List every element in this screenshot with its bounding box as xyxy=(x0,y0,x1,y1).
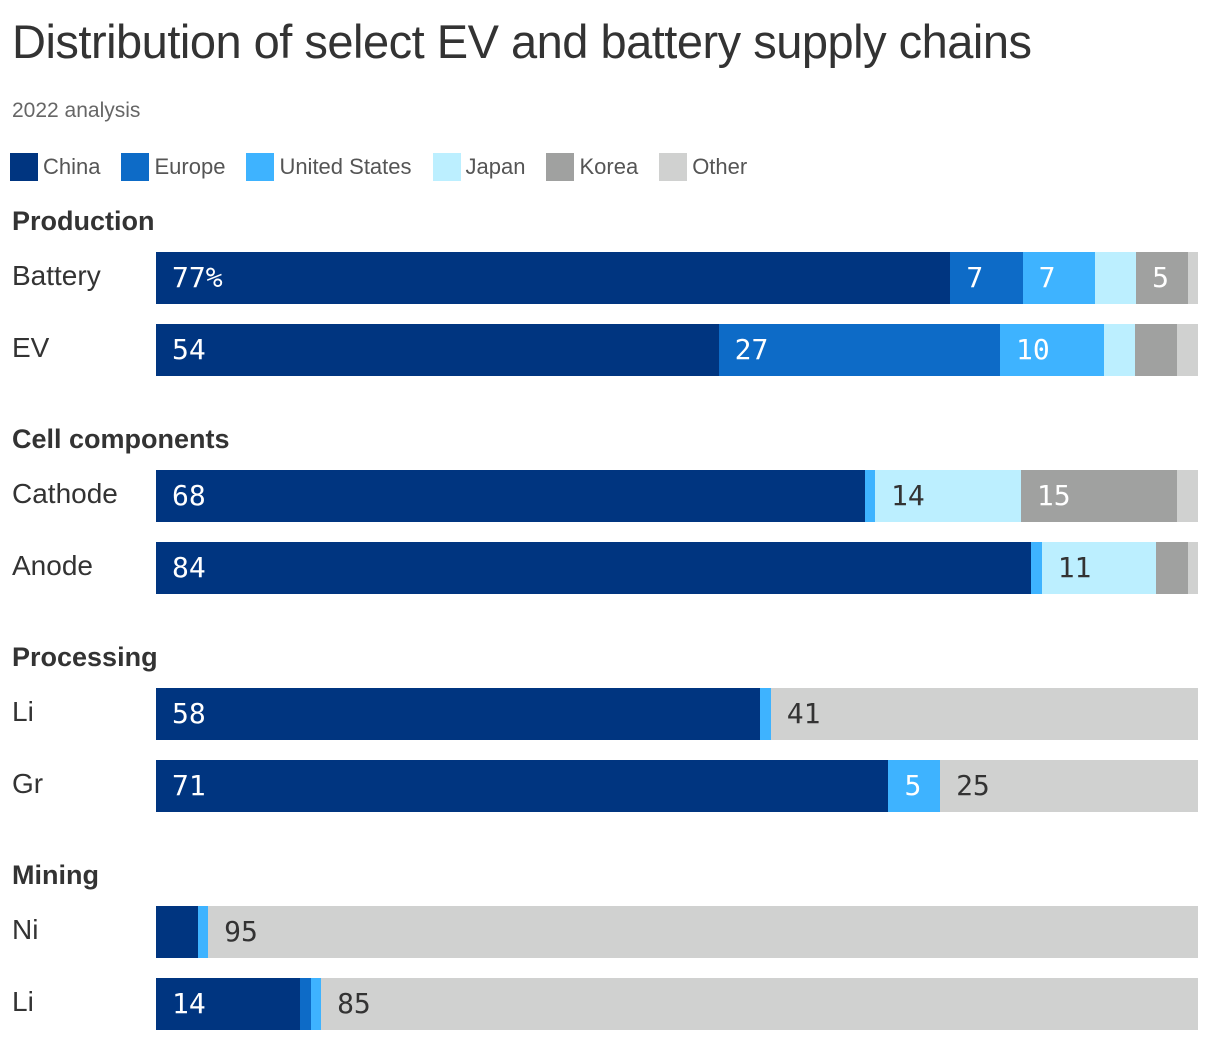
legend-swatch-other xyxy=(659,153,688,181)
data-label-production-battery-china: 77% xyxy=(172,261,223,294)
bar-segment-production-battery-korea xyxy=(1136,252,1188,304)
bar-segment-mining-ni-china xyxy=(156,906,198,958)
data-label-production-ev-europe: 27 xyxy=(734,333,769,366)
bar-segment-processing-gr-china xyxy=(156,760,889,812)
bar-segment-production-ev-korea xyxy=(1135,324,1178,376)
bar-segment-mining-li-china xyxy=(156,978,301,1030)
bar-segment-production-ev-europe xyxy=(718,324,1000,376)
legend-label-europe: Europe xyxy=(154,154,226,179)
bar-segment-cell-components-anode-united-states xyxy=(1031,542,1042,594)
legend-label-korea: Korea xyxy=(579,154,639,179)
data-label-production-battery-europe: 7 xyxy=(966,261,984,294)
row-label-anode: Anode xyxy=(12,550,93,581)
bar-segment-production-ev-japan xyxy=(1104,324,1136,376)
legend-swatch-europe xyxy=(121,153,150,181)
bar-segment-cell-components-cathode-other xyxy=(1177,470,1198,522)
bar-segment-processing-li-united-states xyxy=(760,688,771,740)
row-label-cathode: Cathode xyxy=(12,478,118,509)
legend-label-other: Other xyxy=(692,154,748,179)
bar-segment-cell-components-anode-japan xyxy=(1041,542,1157,594)
row-label-ni: Ni xyxy=(12,914,39,945)
group-label-mining: Mining xyxy=(12,860,99,890)
legend-label-japan: Japan xyxy=(465,154,526,179)
bar-segment-cell-components-anode-china xyxy=(156,542,1032,594)
data-label-processing-gr-china: 71 xyxy=(172,769,206,802)
bar-segment-processing-li-china xyxy=(156,688,761,740)
bar-segment-mining-ni-other xyxy=(208,906,1198,958)
bar-segment-mining-li-united-states xyxy=(310,978,322,1030)
bar-segment-processing-li-other xyxy=(770,688,1198,740)
group-label-production: Production xyxy=(12,206,155,236)
legend-item-korea: Korea xyxy=(546,153,638,181)
row-label-li: Li xyxy=(12,696,34,727)
data-label-mining-li-china: 14 xyxy=(172,987,206,1020)
bar-segment-production-ev-united-states xyxy=(1000,324,1105,376)
bar-segment-cell-components-anode-korea xyxy=(1156,542,1188,594)
bar-segment-cell-components-cathode-korea xyxy=(1020,470,1178,522)
bar-segment-mining-li-europe xyxy=(300,978,311,1030)
data-label-production-ev-united-states: 10 xyxy=(1016,333,1050,366)
legend-item-united-states: United States xyxy=(246,153,412,181)
legend-item-other: Other xyxy=(659,153,747,181)
bar-segment-cell-components-anode-other xyxy=(1187,542,1198,594)
data-label-cell-components-anode-japan: 11 xyxy=(1057,551,1092,584)
row-label-ev: EV xyxy=(12,332,50,363)
legend-item-europe: Europe xyxy=(121,153,225,181)
legend-swatch-japan xyxy=(432,153,461,181)
data-label-cell-components-cathode-korea: 15 xyxy=(1036,479,1071,512)
bar-segment-cell-components-cathode-united-states xyxy=(864,470,875,522)
row-label-battery: Battery xyxy=(12,260,101,291)
data-label-production-battery-korea: 5 xyxy=(1152,261,1169,294)
legend-swatch-china xyxy=(10,153,38,181)
bar-segment-mining-li-other xyxy=(321,978,1198,1030)
data-label-mining-ni-other: 95 xyxy=(224,915,258,948)
data-label-processing-li-other: 41 xyxy=(786,697,821,730)
legend-swatch-korea xyxy=(546,153,575,181)
bar-segment-mining-ni-united-states xyxy=(197,906,209,958)
bar-segment-production-ev-other xyxy=(1177,324,1198,376)
bar-segment-production-battery-japan xyxy=(1094,252,1137,304)
bar-segment-cell-components-cathode-china xyxy=(156,470,865,522)
bar-segment-production-battery-other xyxy=(1187,252,1198,304)
legend-item-china: China xyxy=(10,153,100,181)
row-label-gr: Gr xyxy=(12,768,44,799)
data-label-production-battery-united-states: 7 xyxy=(1038,261,1056,294)
chart-subtitle: 2022 analysis xyxy=(12,99,141,122)
data-label-processing-gr-united-states: 5 xyxy=(904,769,922,802)
legend-swatch-united-states xyxy=(246,153,275,181)
bar-segment-production-battery-china xyxy=(156,252,951,304)
legend-label-united-states: United States xyxy=(279,154,412,179)
data-label-processing-gr-other: 25 xyxy=(956,769,990,802)
data-label-mining-li-other: 85 xyxy=(337,987,371,1020)
chart-title: Distribution of select EV and battery su… xyxy=(12,15,1032,68)
data-label-cell-components-anode-china: 84 xyxy=(172,551,206,584)
bar-segment-production-battery-united-states xyxy=(1022,252,1095,304)
bar-segment-processing-gr-united-states xyxy=(888,760,941,812)
data-label-cell-components-cathode-japan: 14 xyxy=(890,479,925,512)
chart-legend: China Europe United States Japan Korea O… xyxy=(10,153,768,181)
bar-segment-production-battery-europe xyxy=(950,252,1023,304)
legend-label-china: China xyxy=(43,154,101,179)
row-label-li: Li xyxy=(12,986,34,1017)
group-label-cell-components: Cell components xyxy=(12,424,230,454)
bar-segment-production-ev-china xyxy=(156,324,719,376)
data-label-cell-components-cathode-china: 68 xyxy=(172,479,206,512)
legend-item-japan: Japan xyxy=(432,153,526,181)
group-label-processing: Processing xyxy=(12,642,158,672)
data-label-processing-li-china: 58 xyxy=(172,697,206,730)
bar-segment-cell-components-cathode-japan xyxy=(874,470,1021,522)
bar-segment-processing-gr-other xyxy=(940,760,1198,812)
data-label-production-ev-china: 54 xyxy=(172,333,206,366)
